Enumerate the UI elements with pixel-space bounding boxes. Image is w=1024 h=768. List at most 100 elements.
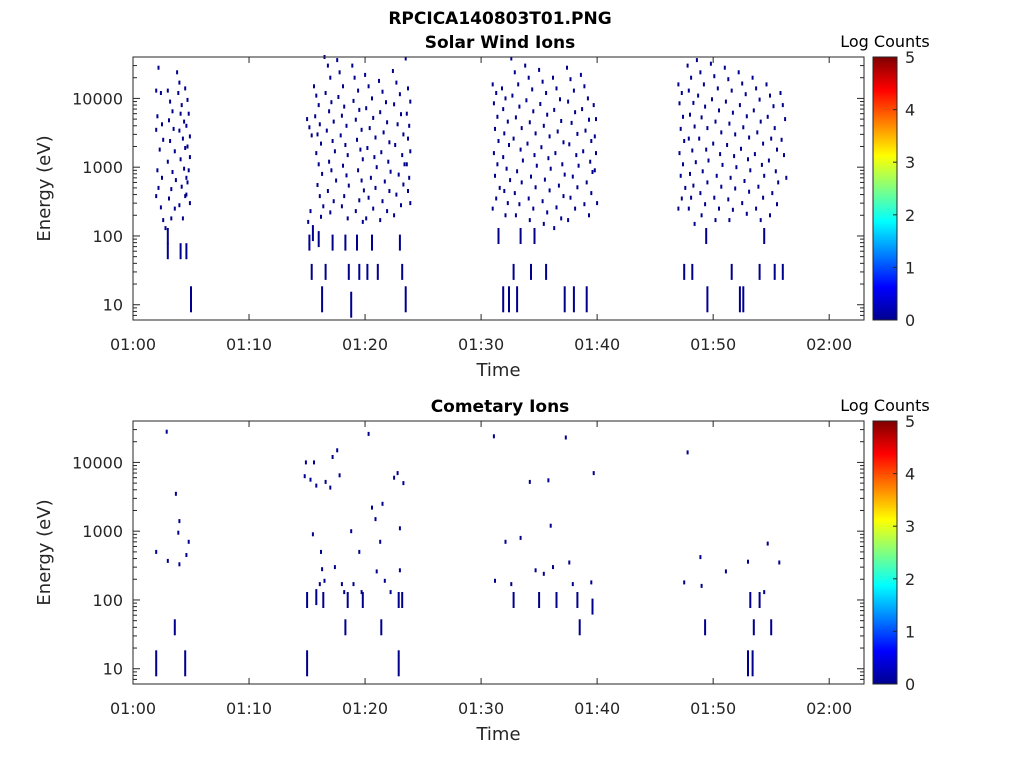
data-cell	[714, 218, 717, 223]
data-cell	[318, 194, 321, 199]
data-cell	[718, 206, 720, 211]
data-cell	[310, 263, 313, 280]
data-cell	[174, 178, 177, 183]
x-axis-label: Time	[475, 724, 520, 745]
data-cell	[563, 172, 566, 177]
data-cell	[517, 82, 520, 87]
data-cell	[679, 173, 682, 178]
data-cell	[498, 185, 501, 190]
data-cell	[758, 592, 761, 608]
colorbar-tick-label: 2	[905, 206, 915, 225]
data-cell	[344, 619, 347, 636]
data-cell	[395, 80, 398, 85]
data-cell	[361, 219, 364, 224]
panel-title: Cometary Ions	[431, 397, 570, 417]
y-tick-label: 1000	[82, 522, 123, 541]
data-cell	[409, 201, 412, 206]
data-cell	[590, 191, 593, 196]
data-cell	[582, 149, 585, 154]
data-cell	[689, 112, 691, 117]
x-tick-label: 02:00	[806, 335, 852, 354]
data-cell	[171, 109, 174, 114]
x-tick-label: 01:50	[690, 699, 736, 718]
data-cell	[335, 178, 338, 183]
data-cell	[379, 218, 382, 223]
data-cell	[351, 63, 354, 68]
data-cell	[530, 174, 532, 179]
data-cell	[709, 61, 712, 66]
data-cell	[568, 560, 571, 565]
data-cell	[380, 150, 383, 155]
colorbar-tick-label: 4	[905, 465, 915, 484]
data-cell	[683, 580, 686, 585]
data-cell	[330, 168, 333, 173]
y-axis-ticks: 10 100 1000 10000	[72, 420, 864, 685]
data-cell	[374, 517, 377, 522]
data-cell	[185, 192, 188, 197]
data-cell	[705, 228, 708, 244]
data-cell	[354, 209, 357, 214]
data-cell	[773, 263, 776, 280]
data-cell	[176, 70, 179, 75]
data-cell	[591, 598, 594, 615]
data-cell	[555, 592, 558, 608]
data-cell	[567, 99, 570, 104]
data-cell	[755, 206, 758, 211]
data-cell	[745, 211, 748, 216]
data-cell	[545, 263, 548, 280]
data-cell	[315, 483, 318, 488]
data-cell	[161, 175, 163, 180]
data-cell	[727, 197, 730, 202]
data-cell	[747, 559, 749, 564]
data-cell	[170, 216, 173, 221]
plot-frame	[132, 56, 865, 321]
data-cell	[687, 88, 690, 93]
data-cell	[187, 539, 190, 544]
colorbar: 0 1 2 3 4 5	[872, 48, 915, 330]
data-cell	[396, 471, 399, 476]
data-cell	[749, 592, 752, 608]
data-cell	[492, 101, 495, 106]
data-cell	[774, 169, 777, 174]
data-cell	[492, 434, 495, 439]
y-axis-ticks: 10 100 1000 10000	[72, 56, 864, 321]
data-cell	[552, 565, 554, 570]
data-cell	[686, 450, 689, 455]
data-cell	[695, 58, 698, 63]
data-cell	[159, 205, 162, 210]
data-cell	[156, 168, 159, 173]
data-cell	[548, 134, 551, 139]
data-cell	[758, 263, 761, 280]
data-cell	[574, 206, 577, 211]
data-cell	[382, 130, 385, 135]
data-cell	[329, 210, 332, 215]
colorbar-label: Log Counts	[840, 396, 930, 415]
data-cell	[776, 202, 778, 207]
data-cell	[187, 168, 190, 173]
data-cell	[738, 103, 741, 108]
x-tick-label: 01:40	[574, 335, 620, 354]
data-cell	[502, 107, 505, 112]
data-cell	[306, 592, 309, 608]
x-axis-label: Time	[475, 360, 520, 381]
data-cell	[763, 228, 766, 244]
data-cell	[514, 115, 517, 120]
data-cell	[564, 435, 567, 440]
data-cell	[528, 120, 531, 125]
data-cell	[177, 91, 180, 95]
data-cell	[690, 75, 693, 80]
data-cell	[538, 592, 541, 608]
data-cell	[361, 157, 364, 162]
data-cell	[692, 100, 695, 105]
data-cell	[538, 67, 541, 72]
data-cell	[404, 286, 407, 313]
data-cell	[172, 126, 175, 131]
data-cell	[547, 478, 550, 483]
data-cell	[331, 234, 334, 251]
data-cell	[408, 123, 411, 128]
data-cell	[400, 203, 402, 208]
data-cell	[549, 166, 552, 171]
data-cell	[404, 56, 407, 61]
data-cell	[576, 131, 579, 136]
data-cell	[183, 166, 186, 171]
